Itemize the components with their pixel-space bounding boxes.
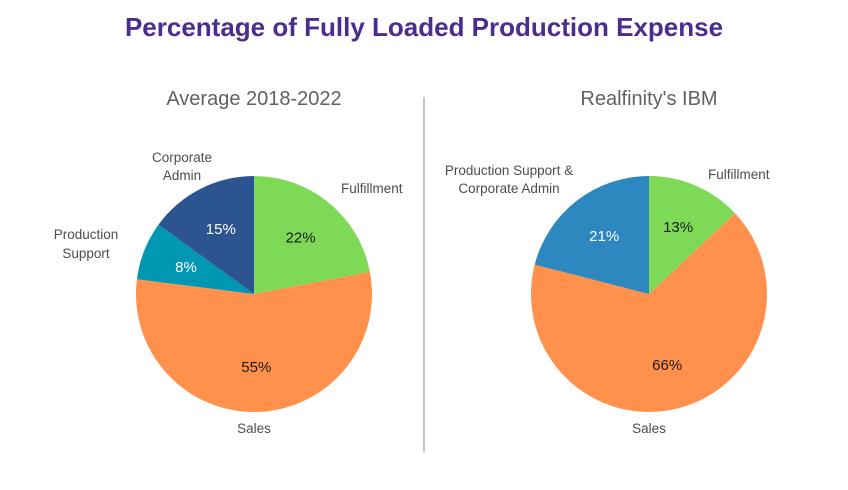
slice-category-label: Fulfillment bbox=[708, 167, 770, 182]
slice-category-label: Production Support & Corporate Admin bbox=[445, 163, 573, 196]
chart-title: Percentage of Fully Loaded Production Ex… bbox=[124, 12, 724, 42]
pie-subtitle: Realfinity's IBM bbox=[580, 88, 717, 110]
pie-subtitle: Average 2018-2022 bbox=[166, 88, 341, 110]
slice-category-label: Production Support bbox=[54, 227, 119, 261]
slice-value-label: 22% bbox=[286, 230, 316, 247]
slice-category-label: Fulfillment bbox=[341, 181, 403, 196]
slice-value-label: 8% bbox=[175, 259, 197, 276]
pie-slice-corporate-admin bbox=[158, 176, 254, 294]
pie-slice-production-support bbox=[136, 224, 254, 294]
pie-chart-ibm: Realfinity's IBM 13% Fulfillment 66% Sales 21… bbox=[445, 88, 770, 436]
pie-slice-fulfillment bbox=[649, 176, 736, 294]
slice-value-label: 55% bbox=[241, 359, 271, 376]
slice-category-label: Corporate Admin bbox=[152, 150, 212, 183]
pie-slice-sales bbox=[135, 271, 372, 412]
slice-category-label: Sales bbox=[632, 421, 666, 436]
slice-value-label: 21% bbox=[589, 228, 619, 245]
slice-category-label: Sales bbox=[237, 421, 271, 436]
pie-slice-production-support-corporate-admin bbox=[534, 176, 649, 294]
pie-slice-sales bbox=[531, 213, 768, 412]
slice-value-label: 66% bbox=[652, 357, 682, 374]
pie-slice-fulfillment bbox=[254, 176, 370, 294]
pie-chart-average: Average 2018-2022 22% Fulfillment 55% Sales 8… bbox=[54, 88, 403, 436]
slice-value-label: 15% bbox=[206, 221, 236, 238]
slice-value-label: 13% bbox=[663, 219, 693, 236]
